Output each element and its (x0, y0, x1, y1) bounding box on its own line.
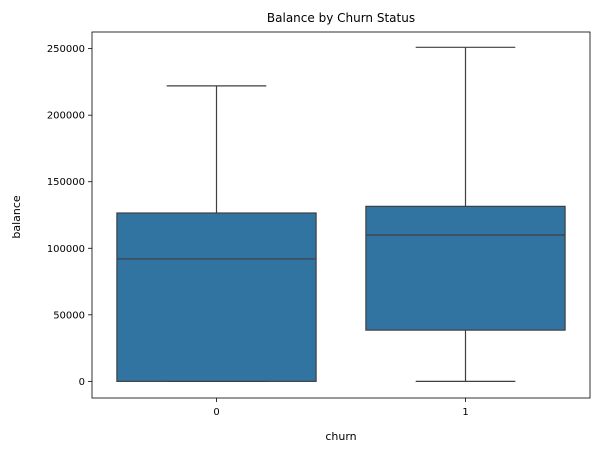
y-axis-label: balance (10, 195, 23, 239)
y-tick-label-150000: 150000 (47, 177, 85, 188)
box-1 (365, 46, 566, 382)
box-0 (116, 85, 317, 382)
y-tick-label-200000: 200000 (47, 111, 85, 122)
axes-layer: 0 50000 100000 150000 200000 250000 0 1 (47, 31, 591, 418)
boxes-layer (116, 46, 566, 382)
y-tick-label-0: 0 (79, 377, 85, 388)
x-axis-label: churn (325, 430, 356, 443)
x-tick-label-0: 0 (213, 407, 219, 418)
iqr-box-1 (365, 205, 566, 331)
y-tick-label-100000: 100000 (47, 244, 85, 255)
plot-frame (91, 31, 591, 399)
iqr-box-0 (116, 212, 317, 382)
y-tick-label-250000: 250000 (47, 44, 85, 55)
chart-title: Balance by Churn Status (267, 11, 415, 25)
y-tick-label-50000: 50000 (53, 310, 85, 321)
x-tick-label-1: 1 (462, 407, 468, 418)
